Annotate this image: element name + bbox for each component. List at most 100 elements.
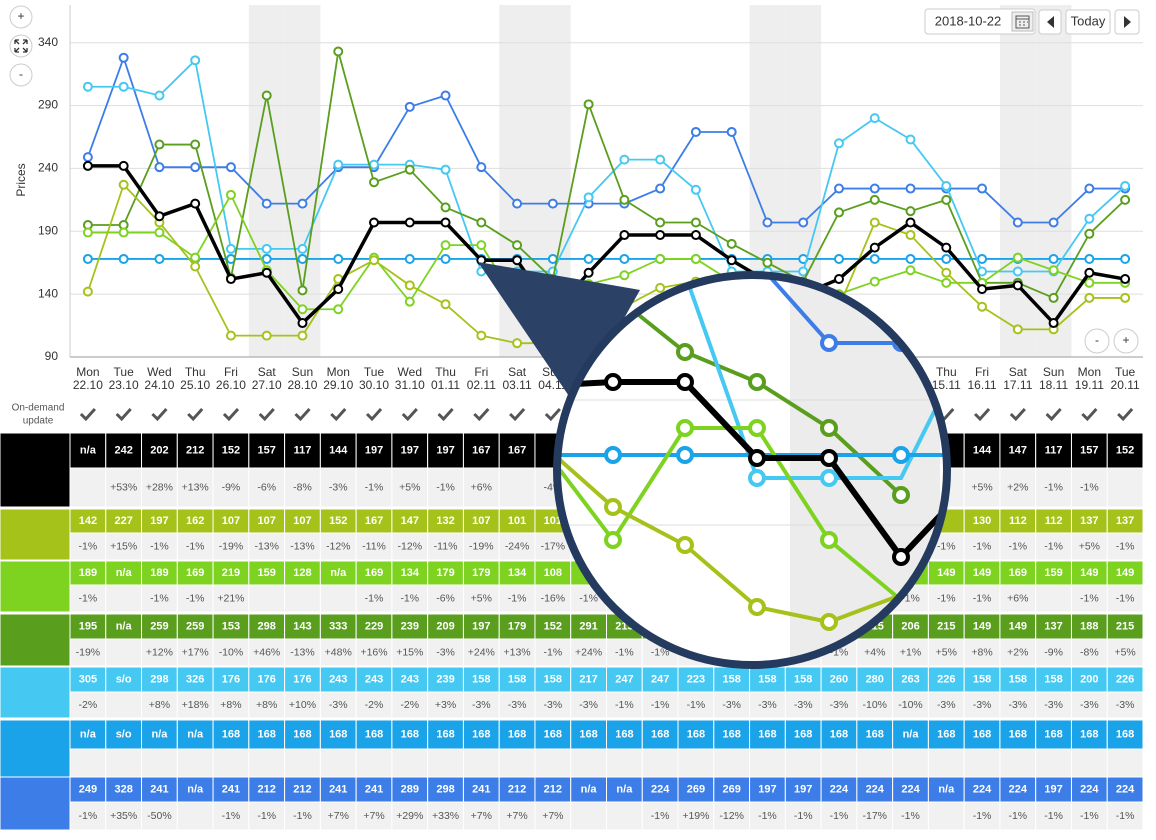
calendar-button[interactable]: [1011, 11, 1034, 32]
price-value: 291: [579, 620, 597, 632]
price-value: 149: [973, 567, 991, 579]
change-cell: [999, 532, 1037, 561]
change-value: -13%: [290, 646, 315, 658]
x-tick-weekday: Tue: [364, 365, 385, 379]
zoom-in-button[interactable]: [1113, 328, 1139, 354]
change-value: +7%: [363, 810, 384, 822]
change-cell: [391, 801, 429, 831]
price-cell: [176, 560, 214, 586]
change-value: +33%: [432, 810, 459, 822]
price-value: 168: [579, 728, 597, 740]
change-value: +24%: [468, 646, 495, 658]
zoom-out-button[interactable]: [9, 63, 33, 87]
fit-button[interactable]: [9, 34, 33, 58]
change-value: -1%: [937, 540, 956, 552]
change-cell: [534, 584, 572, 613]
price-value: 242: [114, 444, 132, 456]
change-value: +15%: [110, 540, 137, 552]
price-point: [690, 230, 701, 241]
change-cell: [319, 801, 357, 831]
price-point: [941, 267, 952, 278]
price-value: 149: [1009, 620, 1027, 632]
price-value: 229: [365, 620, 383, 632]
change-value: -1%: [973, 540, 992, 552]
price-value: 168: [1116, 728, 1134, 740]
price-point: [404, 253, 415, 264]
price-value: 289: [401, 783, 419, 795]
price-cell: [999, 719, 1037, 750]
price-point: [154, 139, 165, 150]
change-value: -11%: [434, 540, 458, 552]
price-point: [655, 282, 666, 293]
change-value: -1%: [257, 810, 276, 822]
magnifier: [478, 262, 951, 669]
price-cell: [498, 776, 536, 803]
change-value: +6%: [471, 481, 492, 493]
price-value: 179: [436, 567, 454, 579]
price-cell: [498, 613, 536, 640]
price-point: [690, 253, 701, 264]
change-cell: [1070, 467, 1108, 508]
price-point: [333, 253, 344, 264]
price-value: 168: [1009, 728, 1027, 740]
date-input[interactable]: [924, 8, 1036, 35]
zoom-out-button[interactable]: [1084, 328, 1110, 354]
x-tick-label: 24.10: [144, 378, 174, 392]
change-cell: [248, 532, 286, 561]
price-value: 197: [436, 444, 454, 456]
price-value: 158: [1009, 673, 1027, 685]
price-cell: [141, 613, 178, 640]
change-cell: [1070, 638, 1108, 667]
price-value: 179: [508, 620, 526, 632]
price-value: 298: [258, 620, 276, 632]
change-value: -1%: [687, 699, 706, 711]
price-point: [1120, 292, 1131, 303]
price-value: 247: [615, 673, 633, 685]
weekend-band: [284, 5, 321, 357]
price-value: 197: [1044, 783, 1062, 795]
price-point: [440, 217, 451, 228]
today-button[interactable]: [1065, 9, 1111, 35]
price-point: [690, 217, 701, 228]
row-label: [0, 508, 71, 561]
update-check: [1081, 407, 1098, 422]
price-point: [440, 90, 451, 101]
price-point: [440, 202, 451, 213]
update-check: [509, 407, 526, 422]
price-value: 168: [651, 728, 669, 740]
price-point: [1048, 292, 1059, 303]
change-cell: [927, 748, 965, 778]
price-point: [369, 177, 380, 188]
price-cell: [248, 776, 286, 803]
change-cell: [141, 467, 178, 508]
price-value: s/o: [116, 728, 132, 740]
price-point: [1012, 252, 1023, 263]
price-value: 259: [150, 620, 168, 632]
change-cell: [248, 691, 286, 719]
price-value: 137: [1044, 620, 1062, 632]
change-value: -3%: [329, 699, 348, 711]
change-value: -1%: [1080, 481, 1099, 493]
change-value: -1%: [579, 592, 598, 604]
price-cell: [534, 666, 572, 693]
price-value: 149: [1080, 567, 1098, 579]
price-point: [476, 162, 487, 173]
next-icon: [1124, 16, 1131, 28]
change-cell: [355, 584, 393, 613]
price-value: 224: [830, 783, 849, 795]
price-point: [190, 198, 201, 209]
update-label: On-demand: [12, 403, 65, 414]
update-check: [187, 407, 204, 422]
change-value: -12%: [719, 810, 744, 822]
price-cell: [69, 508, 107, 534]
change-value: +7%: [328, 810, 349, 822]
price-cell: [69, 613, 107, 640]
price-value: 157: [1080, 444, 1098, 456]
price-cell: [284, 432, 321, 469]
change-value: -1%: [937, 592, 956, 604]
price-value: 130: [973, 515, 991, 527]
change-cell: [462, 467, 500, 508]
zoom-in-button[interactable]: [9, 5, 33, 29]
change-cell: [355, 748, 393, 778]
change-cell: [820, 748, 858, 778]
